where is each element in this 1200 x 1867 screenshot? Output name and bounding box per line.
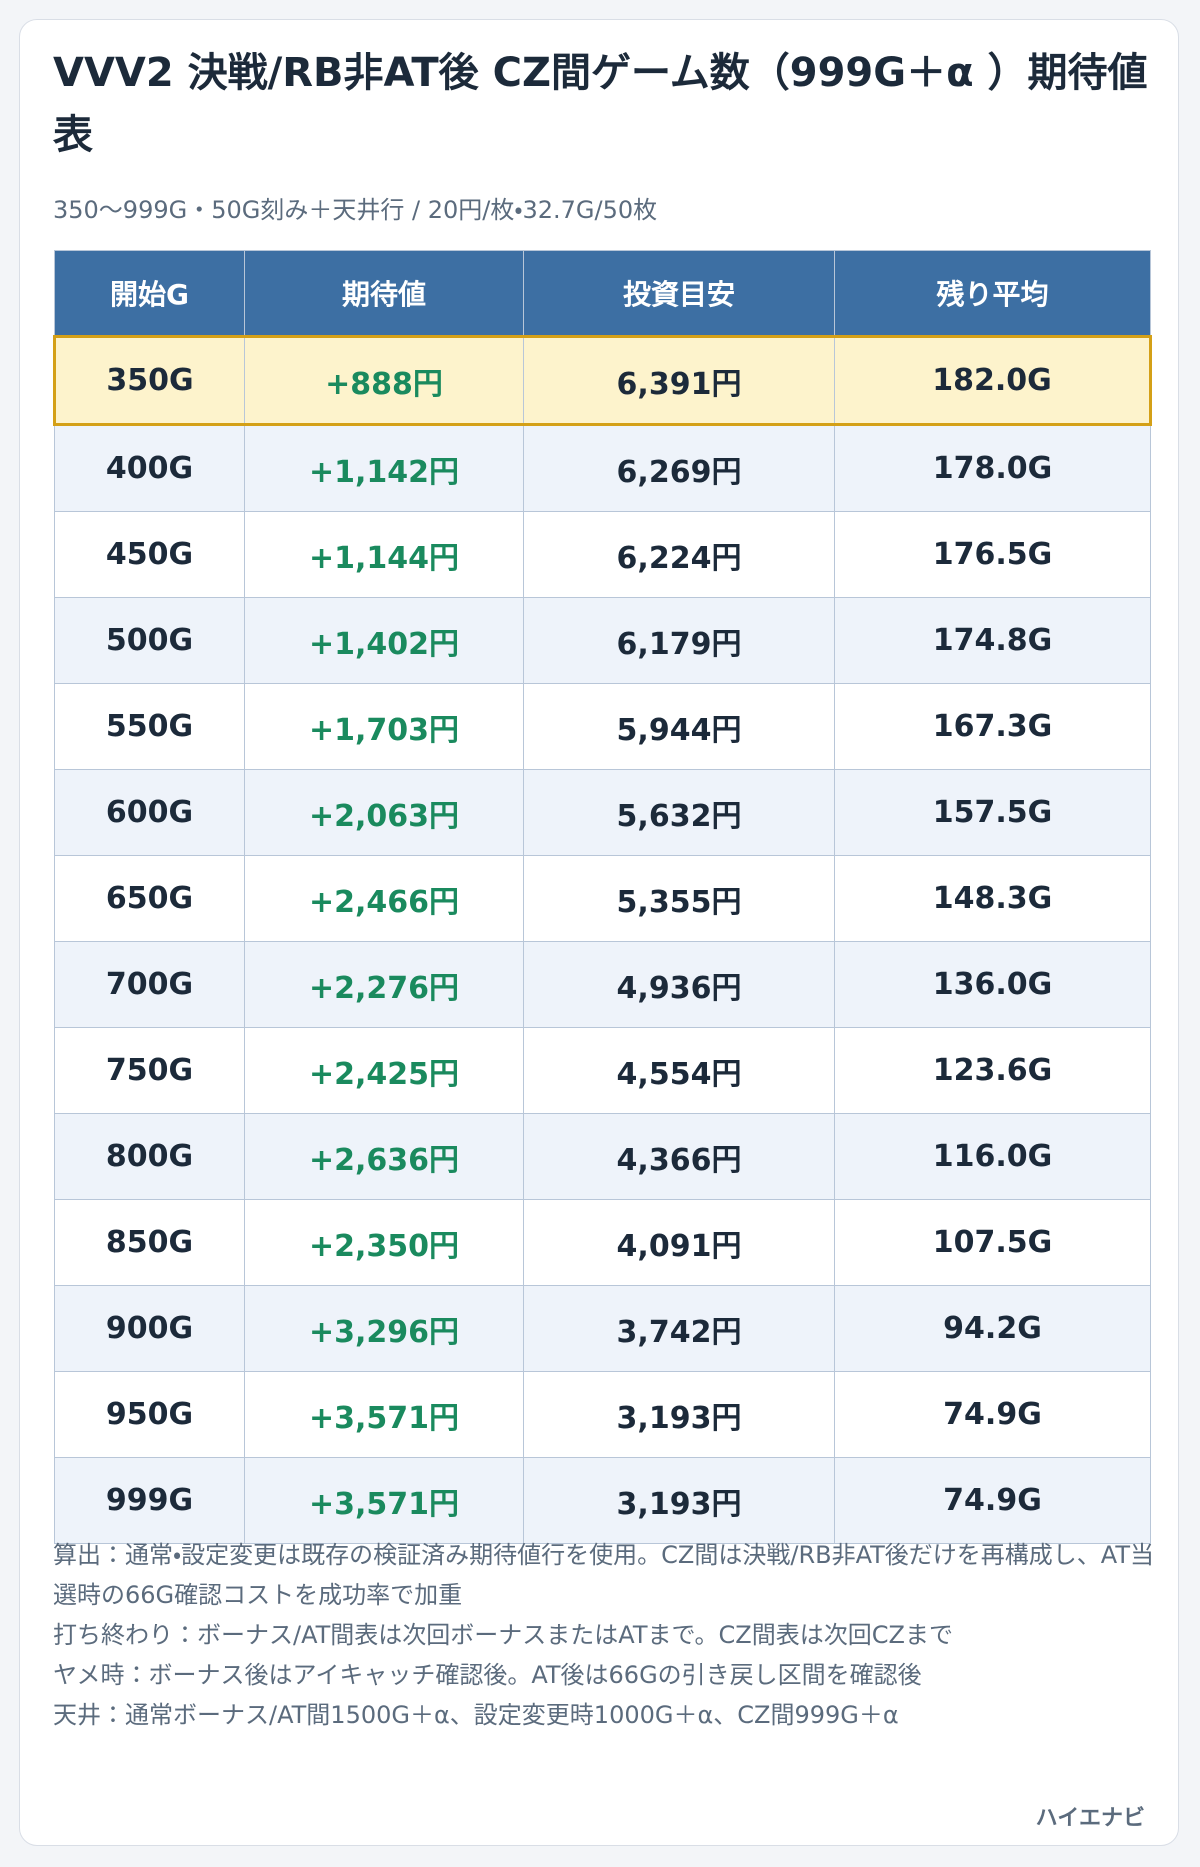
cell: 3,193円 <box>523 1371 835 1458</box>
cell: 3,193円 <box>523 1457 835 1544</box>
cell: 107.5G <box>834 1199 1151 1286</box>
expected-value: +888円 <box>244 335 524 426</box>
cell: 5,632円 <box>523 769 835 856</box>
cell: 4,091円 <box>523 1199 835 1286</box>
table-row: 350G +888円 6,391円 182.0G <box>53 335 1152 426</box>
table-row: 400G +1,142円 6,269円 178.0G <box>54 424 1151 512</box>
expected-value: +2,350円 <box>244 1199 524 1286</box>
cell: 3,742円 <box>523 1285 835 1372</box>
expected-value: +2,276円 <box>244 941 524 1028</box>
cell: 4,554円 <box>523 1027 835 1114</box>
cell: 4,366円 <box>523 1113 835 1200</box>
table-row: 700G +2,276円 4,936円 136.0G <box>54 941 1151 1028</box>
table-row: 950G +3,571円 3,193円 74.9G <box>54 1371 1151 1458</box>
table-body: 350G +888円 6,391円 182.0G 400G +1,142円 6,269円 17… <box>53 335 1152 1544</box>
table-row: 999G +3,571円 3,193円 74.9G <box>54 1457 1151 1544</box>
cell: 800G <box>54 1113 245 1200</box>
table-row: 500G +1,402円 6,179円 174.8G <box>54 597 1151 684</box>
expected-value: +1,142円 <box>244 424 524 512</box>
cell: 116.0G <box>834 1113 1151 1200</box>
cell: 6,269円 <box>523 424 835 512</box>
cell: 157.5G <box>834 769 1151 856</box>
cell: 500G <box>54 597 245 684</box>
column-header: 開始G <box>54 250 245 337</box>
table-row: 900G +3,296円 3,742円 94.2G <box>54 1285 1151 1372</box>
cell: 74.9G <box>834 1457 1151 1544</box>
cell: 148.3G <box>834 855 1151 942</box>
cell: 750G <box>54 1027 245 1114</box>
cell: 6,179円 <box>523 597 835 684</box>
cell: 6,391円 <box>523 335 835 426</box>
card: VVV2 決戦/RB非AT後 CZ間ゲーム数（999G＋α ）期待値表 350〜… <box>19 19 1179 1846</box>
subtitle: 350〜999G・50G刻み＋天井行 / 20円/枚・32.7G/50枚 <box>53 196 658 224</box>
cell: 136.0G <box>834 941 1151 1028</box>
note: 天井：通常ボーナス/AT間1500G＋α、設定変更時1000G＋α、CZ間999… <box>53 1701 899 1729</box>
cell: 700G <box>54 941 245 1028</box>
title: VVV2 決戦/RB非AT後 CZ間ゲーム数（999G＋α ）期待値表 <box>53 50 1148 158</box>
column-header: 期待値 <box>244 250 524 337</box>
cell: 350G <box>53 335 245 426</box>
cell: 600G <box>54 769 245 856</box>
table-row: 450G +1,144円 6,224円 176.5G <box>54 511 1151 598</box>
expected-value: +3,571円 <box>244 1457 524 1544</box>
cell: 650G <box>54 855 245 942</box>
expected-value: +2,425円 <box>244 1027 524 1114</box>
cell: 167.3G <box>834 683 1151 770</box>
cell: 450G <box>54 511 245 598</box>
expected-value: +1,703円 <box>244 683 524 770</box>
cell: 178.0G <box>834 424 1151 512</box>
column-header: 残り平均 <box>834 250 1151 337</box>
table: 開始G 期待値 投資目安 残り平均 350G +888円 6,391円 182.0G 400G… <box>53 250 1152 1544</box>
notes: 算出：通常・設定変更は既存の検証済み期待値行を使用。CZ間は決戦/RB非AT後だ… <box>53 1535 1163 1735</box>
cell: 5,355円 <box>523 855 835 942</box>
cell: 400G <box>54 424 245 512</box>
cell: 182.0G <box>834 335 1152 426</box>
note: ヤメ時：ボーナス後はアイキャッチ確認後。AT後は66Gの引き戻し区間を確認後 <box>53 1661 922 1689</box>
cell: 5,944円 <box>523 683 835 770</box>
expected-value: +3,296円 <box>244 1285 524 1372</box>
cell: 850G <box>54 1199 245 1286</box>
table-row: 800G +2,636円 4,366円 116.0G <box>54 1113 1151 1200</box>
cell: 176.5G <box>834 511 1151 598</box>
expected-value: +2,636円 <box>244 1113 524 1200</box>
header-row: 開始G 期待値 投資目安 残り平均 <box>54 250 1151 337</box>
table-row: 850G +2,350円 4,091円 107.5G <box>54 1199 1151 1286</box>
expected-value: +1,402円 <box>244 597 524 684</box>
table-row: 600G +2,063円 5,632円 157.5G <box>54 769 1151 856</box>
expected-value: +3,571円 <box>244 1371 524 1458</box>
cell: 123.6G <box>834 1027 1151 1114</box>
cell: 174.8G <box>834 597 1151 684</box>
cell: 900G <box>54 1285 245 1372</box>
cell: 550G <box>54 683 245 770</box>
cell: 4,936円 <box>523 941 835 1028</box>
expected-value: +2,466円 <box>244 855 524 942</box>
cell: 94.2G <box>834 1285 1151 1372</box>
footer: ハイエナビ <box>1035 1806 1145 1831</box>
cell: 999G <box>54 1457 245 1544</box>
expected-value: +1,144円 <box>244 511 524 598</box>
cell: 74.9G <box>834 1371 1151 1458</box>
table-row: 550G +1,703円 5,944円 167.3G <box>54 683 1151 770</box>
table-row: 650G +2,466円 5,355円 148.3G <box>54 855 1151 942</box>
expected-value: +2,063円 <box>244 769 524 856</box>
cell: 6,224円 <box>523 511 835 598</box>
column-header: 投資目安 <box>523 250 835 337</box>
note: 打ち終わり：ボーナス/AT間表は次回ボーナスまたはATまで。CZ間表は次回CZま… <box>53 1621 953 1649</box>
table-row: 750G +2,425円 4,554円 123.6G <box>54 1027 1151 1114</box>
cell: 950G <box>54 1371 245 1458</box>
note: 算出：通常・設定変更は既存の検証済み期待値行を使用。CZ間は決戦/RB非AT後だ… <box>53 1541 1155 1609</box>
